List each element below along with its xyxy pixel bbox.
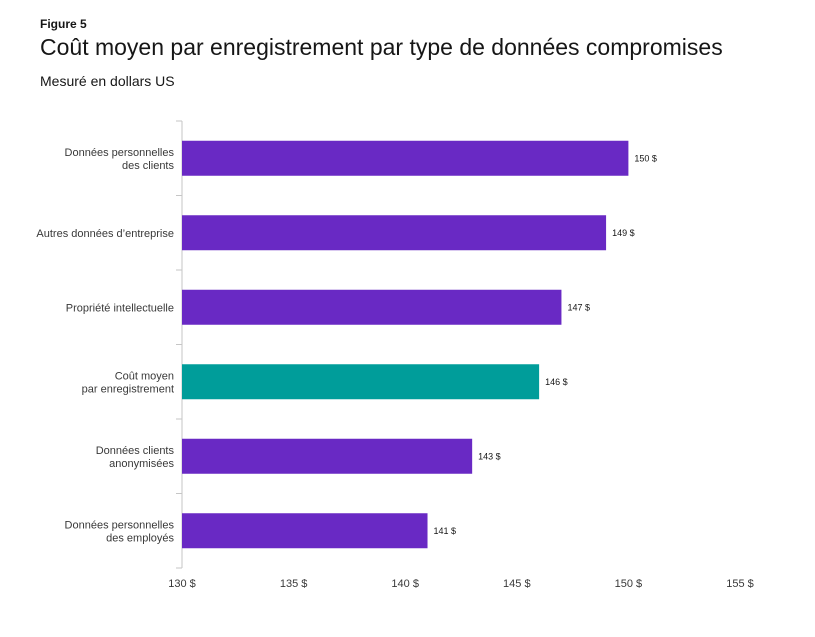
bar-value-label: 147 $	[567, 302, 590, 312]
bar	[182, 364, 540, 400]
category-label: Données personnelles des employés	[65, 519, 175, 544]
figure-label: Figure 5	[40, 17, 87, 31]
bar-value-label: 149 $	[612, 228, 635, 238]
category-label: Données personnelles des clients	[65, 147, 175, 172]
category-label-line: des employés	[106, 532, 174, 544]
chart-title: Coût moyen par enregistrement par type d…	[40, 34, 723, 60]
category-label-line: anonymisées	[109, 458, 174, 470]
category-label: Coût moyen par enregistrement	[82, 370, 174, 395]
x-tick-label: 145 $	[503, 578, 531, 590]
bar-value-label: 141 $	[434, 526, 457, 536]
chart-subtitle: Mesuré en dollars US	[40, 73, 175, 89]
category-label: Propriété intellectuelle	[66, 302, 174, 314]
x-tick-label: 150 $	[615, 578, 643, 590]
category-label: Autres données d’entreprise	[36, 228, 174, 240]
bar	[182, 438, 473, 474]
bar-value-label: 143 $	[478, 451, 501, 461]
x-tick-label: 135 $	[280, 578, 308, 590]
category-label: Données clients anonymisées	[96, 445, 175, 470]
x-tick-label: 155 $	[726, 578, 754, 590]
category-label-line: Données personnelles	[65, 147, 175, 159]
bar	[182, 289, 562, 325]
category-label-line: Autres données d’entreprise	[36, 228, 174, 240]
category-label-line: par enregistrement	[82, 383, 174, 395]
bar	[182, 215, 607, 251]
category-label-line: Données personnelles	[65, 519, 175, 531]
category-label-line: des clients	[122, 160, 174, 172]
bar-value-label: 146 $	[545, 377, 568, 387]
category-label-line: Coût moyen	[115, 370, 174, 382]
bar	[182, 513, 428, 549]
x-tick-label: 130 $	[168, 578, 196, 590]
bar-value-label: 150 $	[634, 153, 657, 163]
category-label-line: Propriété intellectuelle	[66, 302, 174, 314]
x-tick-label: 140 $	[391, 578, 419, 590]
category-label-line: Données clients	[96, 445, 175, 457]
bar	[182, 140, 629, 176]
